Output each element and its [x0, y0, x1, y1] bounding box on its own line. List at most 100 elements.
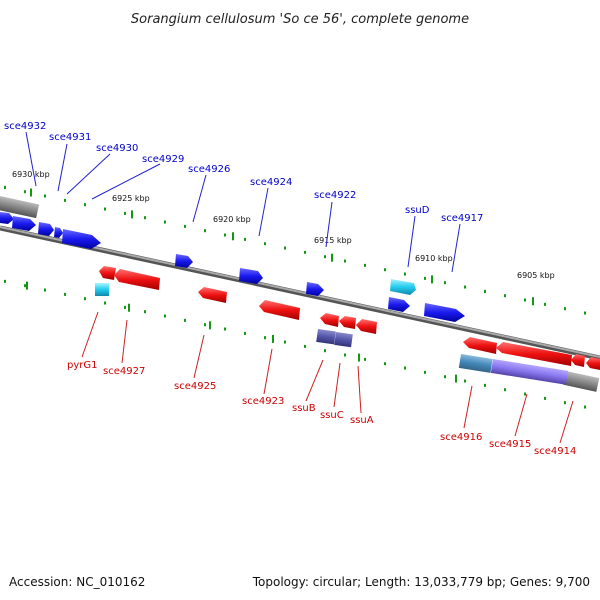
major-tick — [358, 353, 360, 362]
minor-tick — [524, 392, 526, 396]
gene-sce4914-arrow[interactable] — [571, 354, 585, 367]
gene-sce4916-arrow[interactable] — [463, 337, 497, 354]
forward-strand-genes — [0, 212, 465, 322]
gene-sce4930-arrow[interactable] — [38, 222, 54, 236]
label-sce4915: sce4915 — [489, 439, 531, 450]
major-tick — [272, 334, 274, 343]
minor-tick — [324, 349, 326, 353]
gene-sce4931-arrow[interactable] — [12, 216, 36, 231]
minor-tick — [244, 237, 246, 241]
minor-tick — [564, 307, 566, 311]
minor-tick — [424, 276, 426, 280]
label-sce4923: sce4923 — [242, 396, 284, 407]
gene-sce4925-arrow[interactable] — [198, 287, 227, 303]
minor-tick — [24, 190, 26, 194]
gene-sce4915-band[interactable] — [490, 359, 569, 385]
gene-sce4932-arrow[interactable] — [0, 212, 14, 224]
gene-ssuD-arrow[interactable] — [388, 297, 410, 312]
label-sce4927: sce4927 — [103, 366, 145, 377]
gene-ssuD-rna-arrow[interactable] — [390, 279, 416, 295]
minor-tick — [84, 297, 86, 301]
label-pyrG1: pyrG1 — [67, 360, 98, 371]
minor-tick — [244, 331, 246, 335]
gene-pyrG1-arrow[interactable] — [99, 266, 116, 280]
gene-sce4917-arrow[interactable] — [424, 303, 465, 322]
gene-sce4927-arrow[interactable] — [114, 269, 160, 290]
minor-tick — [124, 305, 126, 309]
minor-tick — [344, 259, 346, 263]
minor-tick — [124, 211, 126, 215]
minor-tick — [24, 284, 26, 288]
minor-tick — [264, 242, 266, 246]
gene-ssuA-arrow[interactable] — [356, 319, 377, 334]
minor-tick — [404, 366, 406, 370]
minor-tick — [284, 246, 286, 250]
minor-tick — [4, 185, 6, 189]
major-tick — [431, 275, 433, 284]
scale-label-6930: 6930 kbp — [12, 170, 50, 179]
minor-tick — [524, 298, 526, 302]
genome-summary-text: Topology: circular; Length: 13,033,779 b… — [252, 575, 590, 589]
gene-pyrG1-rna[interactable] — [95, 283, 109, 296]
gene-sce4929-arrow[interactable] — [54, 227, 63, 238]
scale-label-6925: 6925 kbp — [112, 194, 150, 203]
gene-sce4923-arrow[interactable] — [259, 300, 300, 320]
minor-tick — [324, 255, 326, 259]
minor-tick — [344, 353, 346, 357]
scale-label-6915: 6915 kbp — [314, 236, 352, 245]
gene-sce4913-arrow[interactable] — [586, 357, 600, 370]
minor-tick — [144, 216, 146, 220]
gene-sce4922-arrow[interactable] — [239, 268, 263, 284]
accession-text: Accession: NC_010162 — [9, 575, 145, 589]
minor-tick — [44, 194, 46, 198]
minor-tick — [384, 268, 386, 272]
minor-tick — [64, 292, 66, 296]
minor-tick — [224, 327, 226, 331]
label-sce4929: sce4929 — [142, 154, 184, 165]
minor-tick — [404, 272, 406, 276]
label-sce4931: sce4931 — [49, 132, 91, 143]
gene-sce4919-arrow[interactable] — [306, 282, 324, 296]
gene-sce4924-arrow[interactable] — [175, 254, 193, 268]
label-sce4916: sce4916 — [440, 432, 482, 443]
minor-tick — [204, 323, 206, 327]
gene-ssuC-pseudo[interactable] — [334, 332, 353, 348]
minor-tick — [484, 289, 486, 293]
label-sce4924: sce4924 — [250, 177, 292, 188]
label-sce4914: sce4914 — [534, 446, 576, 457]
major-tick — [131, 210, 133, 219]
label-sce4926: sce4926 — [188, 164, 230, 175]
minor-tick — [104, 301, 106, 305]
minor-tick — [544, 396, 546, 400]
minor-tick — [4, 279, 6, 283]
minor-tick — [384, 362, 386, 366]
scale-label-6905: 6905 kbp — [517, 271, 555, 280]
minor-tick — [44, 288, 46, 292]
coordinate-tick-rails — [4, 185, 586, 409]
minor-tick — [304, 250, 306, 254]
minor-tick — [104, 207, 106, 211]
minor-tick — [584, 405, 586, 409]
minor-tick — [444, 281, 446, 285]
minor-tick — [184, 224, 186, 228]
major-tick — [331, 253, 333, 262]
minor-tick — [504, 388, 506, 392]
gene-sce4916-band[interactable] — [458, 354, 493, 373]
gene-sce4926-arrow[interactable] — [62, 229, 101, 249]
backbone-segment-left — [0, 196, 40, 219]
minor-tick — [464, 379, 466, 383]
gene-sce4915-arrow[interactable] — [496, 342, 572, 366]
label-leader-lines — [25, 131, 574, 444]
gene-ssuC-arrow[interactable] — [339, 316, 356, 329]
minor-tick — [304, 344, 306, 348]
gene-ssuB-pseudo[interactable] — [316, 329, 336, 345]
minor-tick — [424, 370, 426, 374]
reverse-strand-genes — [95, 266, 600, 385]
major-tick — [209, 321, 211, 330]
major-tick — [26, 281, 28, 290]
minor-tick — [544, 302, 546, 306]
gene-ssuB-arrow[interactable] — [320, 313, 339, 327]
minor-tick — [364, 263, 366, 267]
genome-backbone — [0, 196, 600, 392]
